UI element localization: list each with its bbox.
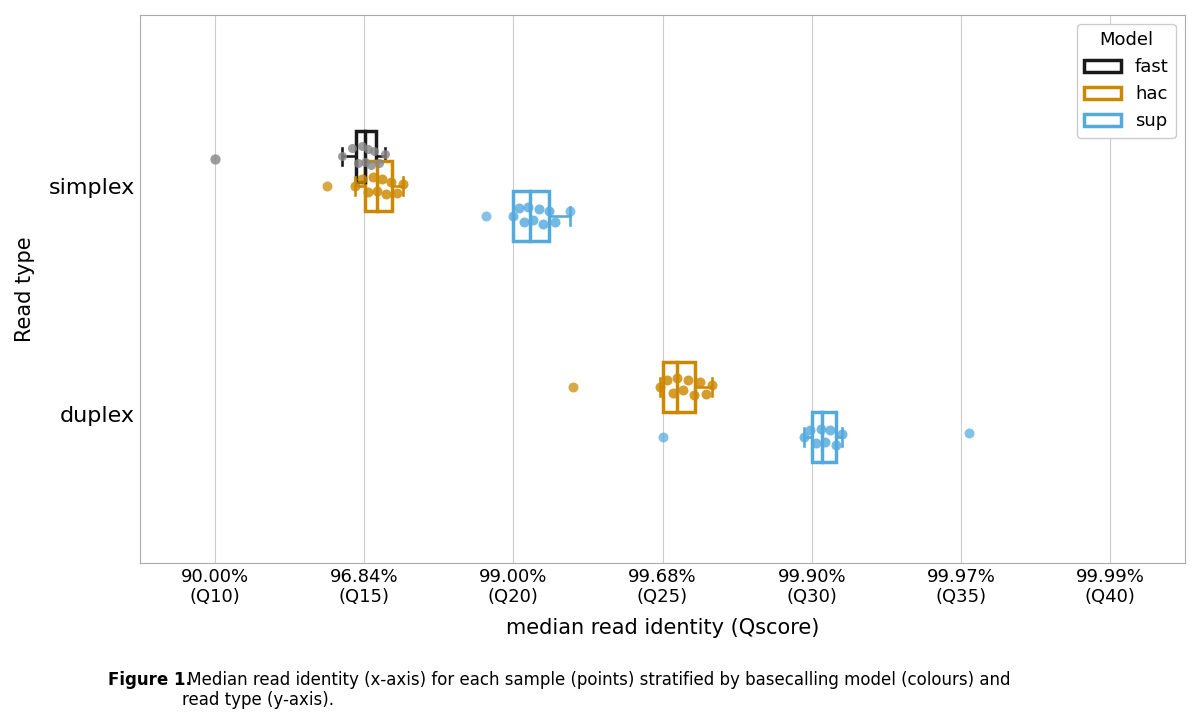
Point — [356, 156, 376, 167]
Point — [364, 171, 383, 183]
Point — [534, 218, 553, 230]
Point — [811, 423, 830, 435]
Point — [476, 210, 496, 222]
Point — [696, 388, 715, 399]
Point — [820, 425, 839, 436]
Point — [800, 425, 820, 436]
Point — [382, 175, 401, 187]
Point — [365, 146, 384, 157]
Point — [394, 178, 413, 190]
Bar — [514, 191, 550, 241]
Point — [377, 188, 396, 200]
Point — [816, 436, 835, 447]
Point — [678, 374, 697, 386]
Point — [546, 216, 565, 228]
Point — [518, 201, 538, 212]
Bar — [662, 362, 695, 412]
Point — [367, 185, 386, 196]
Point — [353, 141, 372, 152]
Point — [353, 173, 372, 185]
Text: Figure 1.: Figure 1. — [108, 671, 192, 689]
Text: Median read identity (x-axis) for each sample (points) stratified by basecalling: Median read identity (x-axis) for each s… — [182, 671, 1010, 710]
Point — [359, 143, 378, 154]
Point — [826, 439, 845, 451]
Point — [563, 381, 582, 393]
Point — [205, 153, 224, 165]
X-axis label: median read identity (Qscore): median read identity (Qscore) — [506, 618, 820, 637]
Point — [560, 205, 580, 217]
Legend: fast, hac, sup: fast, hac, sup — [1078, 24, 1176, 138]
Point — [794, 431, 814, 443]
Point — [372, 173, 391, 185]
Point — [359, 186, 378, 198]
Point — [388, 187, 407, 199]
Point — [653, 431, 672, 443]
Point — [504, 210, 523, 222]
Y-axis label: Read type: Read type — [14, 236, 35, 341]
Point — [959, 427, 978, 439]
Point — [346, 181, 365, 192]
Point — [510, 202, 529, 214]
Bar — [811, 412, 835, 463]
Point — [342, 142, 361, 154]
Bar — [366, 161, 392, 211]
Point — [674, 385, 694, 397]
Point — [684, 389, 703, 401]
Point — [514, 216, 533, 228]
Point — [332, 151, 352, 162]
Point — [361, 160, 380, 171]
Point — [540, 205, 559, 217]
Point — [376, 148, 395, 160]
Bar — [356, 131, 376, 181]
Point — [529, 203, 548, 215]
Point — [832, 428, 851, 439]
Point — [668, 372, 688, 384]
Point — [317, 181, 336, 192]
Point — [690, 376, 709, 388]
Point — [370, 157, 389, 169]
Point — [650, 381, 670, 393]
Point — [658, 374, 677, 386]
Point — [806, 437, 826, 449]
Point — [702, 379, 721, 391]
Point — [523, 215, 542, 226]
Point — [664, 387, 683, 399]
Point — [348, 157, 367, 169]
